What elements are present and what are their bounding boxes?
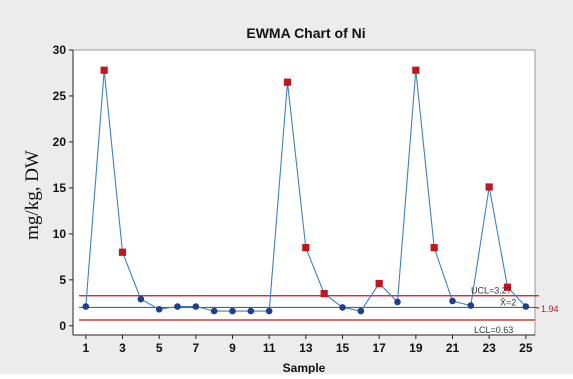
y-tick-label: 5 <box>59 273 66 287</box>
out-of-control-point <box>283 78 292 86</box>
side-value-label: 1.94 <box>541 304 559 314</box>
data-point <box>82 303 90 310</box>
data-points-layer <box>82 66 530 315</box>
data-point <box>394 298 401 306</box>
y-tick-label: 0 <box>59 319 66 333</box>
lcl-label: LCL=0.63 <box>474 325 513 335</box>
out-of-control-point <box>503 283 512 291</box>
y-axis-label: mg/kg, DW <box>22 150 43 240</box>
data-point <box>174 303 181 310</box>
out-of-control-point <box>485 183 493 191</box>
out-of-control-point <box>320 290 328 298</box>
limit-labels-layer: UCL=3.27X̄=2 LCL=0.63 1.94 <box>471 286 559 335</box>
data-point <box>210 307 218 315</box>
x-tick-label: 17 <box>372 341 386 355</box>
data-point <box>339 304 346 311</box>
x-tick-label: 25 <box>519 341 533 355</box>
x-tick-label: 9 <box>229 341 236 355</box>
x-axis-label: Sample <box>283 361 326 374</box>
ucl-label: UCL=3.27 <box>471 286 512 296</box>
out-of-control-point <box>430 244 438 252</box>
x-tick-label: 19 <box>409 341 423 355</box>
x-tick-label: 5 <box>156 341 163 355</box>
x-tick-label: 21 <box>446 341 460 355</box>
x-tick-label: 7 <box>192 341 199 355</box>
side-marker-line <box>534 306 540 309</box>
x-tick-label: 23 <box>482 341 496 355</box>
out-of-control-point <box>412 66 420 74</box>
y-tick-label: 10 <box>53 227 67 241</box>
out-of-control-point <box>118 248 127 256</box>
y-tick-label: 20 <box>53 135 67 149</box>
x-tick-label: 15 <box>336 341 350 355</box>
data-point <box>229 307 236 315</box>
data-point <box>247 307 255 315</box>
data-point <box>192 303 200 310</box>
y-tick-label: 25 <box>53 89 67 103</box>
center-line-label: X̄=2 <box>500 297 516 307</box>
plot-area <box>72 49 536 336</box>
data-point <box>467 302 475 309</box>
y-tick-label: 15 <box>53 181 67 195</box>
x-tick-label: 11 <box>263 341 276 355</box>
out-of-control-point <box>100 66 108 74</box>
x-tick-label: 3 <box>119 341 126 355</box>
chart-title: EWMA Chart of Ni <box>246 25 365 41</box>
y-tick-label: 30 <box>53 43 67 57</box>
data-point <box>357 307 365 315</box>
data-point <box>449 297 456 305</box>
x-tick-label: 1 <box>82 341 89 355</box>
x-tick-label: 13 <box>299 341 313 355</box>
out-of-control-point <box>375 279 383 288</box>
data-point <box>522 303 530 310</box>
data-point <box>137 295 145 303</box>
data-point <box>265 307 273 315</box>
out-of-control-point <box>302 244 310 252</box>
data-point <box>155 305 163 313</box>
